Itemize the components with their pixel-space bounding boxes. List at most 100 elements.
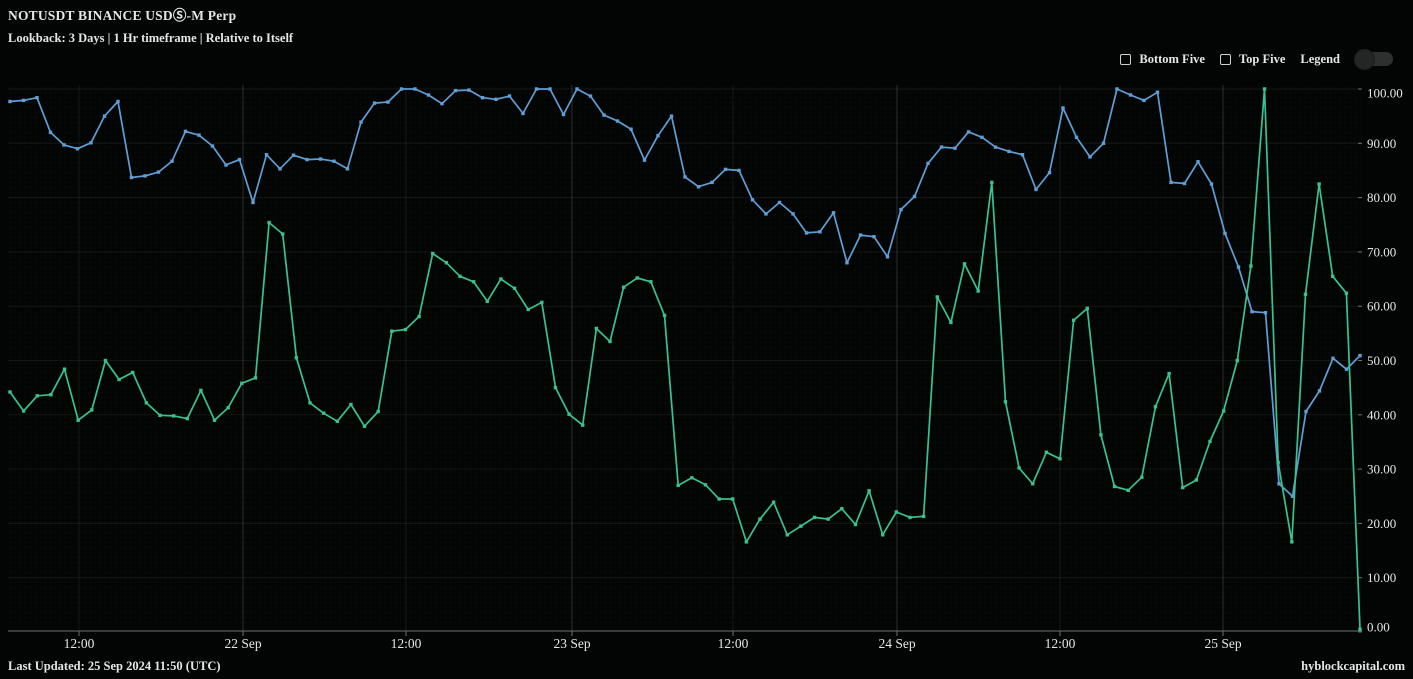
blue-series-point xyxy=(48,130,53,135)
green-series-point xyxy=(512,286,517,290)
green-series-point xyxy=(635,276,639,280)
green-series-point xyxy=(744,540,749,544)
green-series-point xyxy=(812,515,817,520)
green-series-point xyxy=(935,295,939,299)
blue-series-point xyxy=(656,133,660,138)
green-series-point xyxy=(581,423,585,427)
green-series-point xyxy=(1140,475,1144,479)
blue-series-point xyxy=(291,153,296,157)
blue-series-point xyxy=(953,146,957,150)
blue-series-point xyxy=(62,143,66,147)
top-five-option[interactable]: Top Five xyxy=(1219,51,1286,67)
green-series-point xyxy=(226,406,230,410)
green-series-point xyxy=(1167,371,1171,376)
blue-series-point xyxy=(804,231,809,235)
chart-header: NOTUSDT BINANCE USDⓈ-M Perp Lookback: 3 … xyxy=(8,6,293,47)
blue-series-point xyxy=(791,212,795,216)
blue-series-point xyxy=(588,94,593,98)
blue-series-point xyxy=(1128,93,1133,97)
brand-link[interactable]: hyblockcapital.com xyxy=(1301,659,1405,673)
green-series-point xyxy=(1126,488,1130,492)
blue-series-point xyxy=(1061,106,1065,110)
green-series-point xyxy=(1262,87,1267,91)
blue-series-point xyxy=(575,87,579,91)
green-series-point xyxy=(1303,292,1308,296)
blue-series-point xyxy=(399,87,404,91)
green-series-point xyxy=(840,507,844,511)
green-series-point xyxy=(1276,460,1280,465)
green-series-point xyxy=(949,320,953,325)
blue-series-point xyxy=(534,87,539,91)
bottom-five-option[interactable]: Bottom Five xyxy=(1120,52,1205,67)
green-series-point xyxy=(867,489,871,493)
green-series-point xyxy=(1290,540,1294,544)
green-series-point xyxy=(881,533,885,537)
blue-series-point xyxy=(548,87,552,91)
blue-series-point xyxy=(1169,180,1173,185)
green-series-point xyxy=(471,280,476,284)
bottom-five-checkbox[interactable] xyxy=(1120,53,1132,65)
green-series-point xyxy=(717,497,721,501)
legend-toggle-knob[interactable] xyxy=(1354,48,1375,70)
green-series-point xyxy=(1017,466,1021,470)
blue-series-point xyxy=(858,233,863,237)
green-series-point xyxy=(553,385,558,390)
blue-series-point xyxy=(737,168,741,173)
top-five-label: Top Five xyxy=(1238,51,1286,66)
x-tick-label: 12:00 xyxy=(1045,636,1076,651)
green-series-point xyxy=(1058,457,1062,461)
blue-series-point xyxy=(480,95,485,100)
green-series-point xyxy=(35,394,39,398)
blue-series-point xyxy=(75,147,80,151)
green-series-point xyxy=(253,376,258,380)
blue-series-point xyxy=(912,194,917,199)
green-series-point xyxy=(199,388,203,393)
blue-series-point xyxy=(696,185,701,189)
blue-series-point xyxy=(170,159,174,163)
blue-series-point xyxy=(35,95,39,100)
legend-toggle[interactable] xyxy=(1354,48,1393,70)
x-tick-label: 24 Sep xyxy=(878,636,915,651)
green-series-point xyxy=(294,356,299,360)
blue-series-point xyxy=(1142,98,1146,103)
green-series-point xyxy=(594,326,599,331)
blue-series-point xyxy=(1277,482,1281,486)
blue-series-point xyxy=(615,119,620,123)
green-series-point xyxy=(1331,274,1335,279)
green-series-point xyxy=(676,483,680,488)
green-series-point xyxy=(703,483,708,487)
x-tick-label: 12:00 xyxy=(64,636,95,651)
blue-series-point xyxy=(264,153,269,157)
blue-series-point xyxy=(116,99,120,104)
green-series-point xyxy=(785,533,789,537)
green-series-point xyxy=(212,418,217,422)
top-five-checkbox[interactable] xyxy=(1219,53,1231,65)
blue-series-point xyxy=(1088,155,1092,159)
blue-series-point xyxy=(723,167,728,172)
green-series-point xyxy=(1153,404,1158,409)
blue-series-point xyxy=(993,145,998,149)
blue-series-point xyxy=(1331,356,1335,361)
bottom-five-label: Bottom Five xyxy=(1139,51,1205,66)
green-series-point xyxy=(731,497,735,501)
green-series-point xyxy=(8,390,12,394)
blue-series-point xyxy=(345,167,350,171)
blue-series-point xyxy=(210,144,215,148)
green-series-point xyxy=(1031,482,1035,486)
blue-series-point xyxy=(1250,309,1254,314)
green-series-point xyxy=(185,416,189,421)
blue-series-point xyxy=(1290,494,1295,498)
green-series-point xyxy=(131,370,135,375)
blue-series-point xyxy=(305,157,309,162)
blue-series-point xyxy=(1074,135,1079,140)
blue-series-point xyxy=(1182,181,1187,186)
green-series-point xyxy=(144,401,149,405)
green-series-point xyxy=(21,409,26,413)
blue-series-point xyxy=(980,135,984,140)
green-series-point xyxy=(962,262,967,266)
blue-series-point xyxy=(750,198,755,202)
green-series-point xyxy=(62,367,67,371)
green-series-point xyxy=(499,277,503,281)
green-series-point xyxy=(349,402,353,407)
